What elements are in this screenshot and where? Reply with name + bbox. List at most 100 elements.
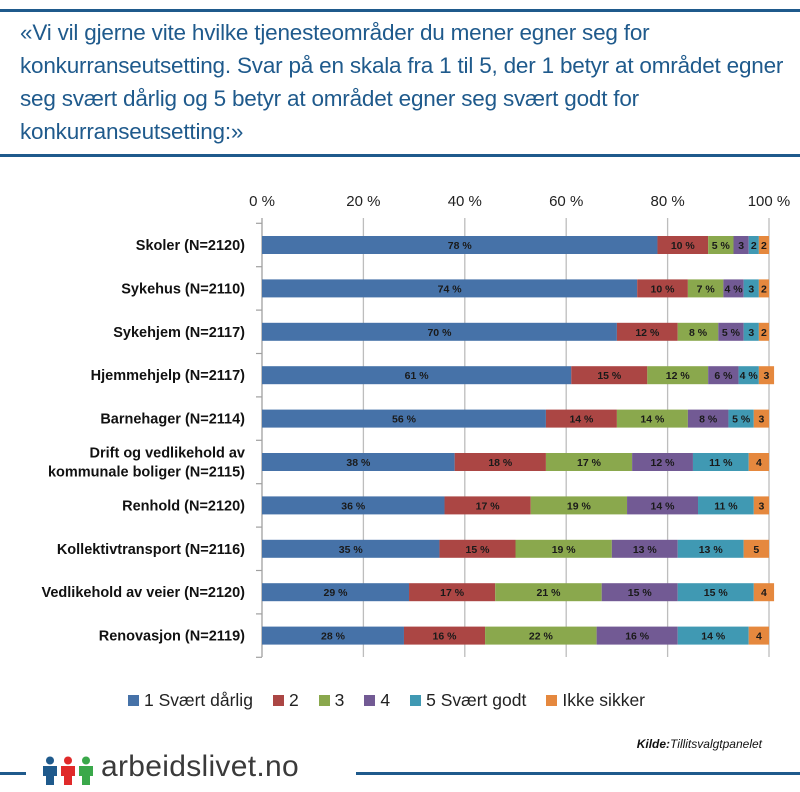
bar-data-label: 13 % <box>633 544 658 556</box>
x-tick-label: 100 % <box>748 193 791 210</box>
bar-segment <box>262 496 445 515</box>
legend-swatch-icon <box>318 695 330 706</box>
bar-data-label: 4 % <box>724 283 743 295</box>
bar-segment <box>454 453 546 471</box>
bar-data-label: 5 % <box>732 414 751 426</box>
bar-data-label: 11 % <box>714 500 738 512</box>
bars <box>262 236 775 645</box>
bar-data-label: 3 <box>748 283 754 295</box>
bar-segment <box>262 236 658 254</box>
legend-item: Ikke sikker <box>546 690 645 711</box>
bar-segment <box>611 539 678 558</box>
bar-segment <box>687 279 724 298</box>
legend-label: 1 Svært dårlig <box>144 690 253 710</box>
bar-data-label: 2 <box>761 283 767 295</box>
bar-segment <box>601 583 678 602</box>
bar-segment <box>616 322 678 341</box>
bar-segment <box>262 453 455 471</box>
bar-data-label: 12 % <box>635 327 660 339</box>
bar-data-label: 12 % <box>651 457 676 469</box>
bar-data-label: 14 % <box>569 414 594 426</box>
bar-data-label: 14 % <box>640 414 665 426</box>
bar-segment <box>718 322 744 341</box>
bar-data-label: 78 % <box>448 240 473 252</box>
bar-data-label: 3 <box>758 500 764 512</box>
legend-item: 4 <box>364 690 390 711</box>
top-rule <box>0 9 800 12</box>
bar-data-labels: 78 % 10 % 5 % 3 2 274 % 10 % 7 % 4 % 3 270 % 12 % 8 … <box>321 240 770 643</box>
bar-data-label: 17 % <box>476 500 501 512</box>
bar-segment <box>657 236 709 254</box>
category-label: Renovasjon (N=2119) <box>99 629 245 645</box>
bar-segment <box>632 453 693 471</box>
category-label: Drift og vedlikehold av <box>90 446 246 462</box>
legend-label: 3 <box>334 690 345 710</box>
bar-data-label: 56 % <box>392 414 417 426</box>
bar-data-label: 28 % <box>321 631 346 643</box>
category-label: Hjemmehjelp (N=2117) <box>91 368 246 384</box>
category-label: Kollektivtransport (N=2116) <box>57 542 245 558</box>
bar-data-label: 12 % <box>666 370 691 382</box>
brand-wordmark[interactable]: arbeidslivet.no <box>101 750 299 783</box>
legend-label: 4 <box>380 690 391 710</box>
bar-segment <box>530 496 628 515</box>
person-green-icon <box>79 756 93 785</box>
x-tick-label: 80 % <box>650 193 684 210</box>
bar-data-label: 2 <box>751 240 757 252</box>
bar-data-label: 15 % <box>628 587 653 599</box>
bar-data-label: 19 % <box>567 500 592 512</box>
bar-data-label: 10 % <box>651 283 676 295</box>
x-tick-label: 60 % <box>549 193 583 210</box>
bar-segment <box>677 539 744 558</box>
legend-item: 1 Svært dårlig <box>128 690 253 711</box>
bar-segment <box>687 409 729 428</box>
bar-data-label: 5 <box>753 544 759 556</box>
bar-data-label: 22 % <box>529 631 554 643</box>
bar-segment <box>748 626 769 645</box>
legend-swatch-icon <box>410 695 422 706</box>
bar-data-label: 15 % <box>466 544 491 556</box>
bar-segment <box>262 539 440 558</box>
bar-segment <box>748 453 769 471</box>
bar-data-label: 16 % <box>625 631 650 643</box>
bar-segment <box>748 236 759 254</box>
bar-segment <box>409 583 496 602</box>
person-blue-icon <box>43 756 57 785</box>
bar-data-label: 14 % <box>701 631 726 643</box>
x-tick-label: 0 % <box>249 193 275 210</box>
bar-segment <box>743 322 759 341</box>
bar-segment <box>708 236 734 254</box>
bar-data-label: 3 <box>758 414 764 426</box>
bar-segment <box>753 496 769 515</box>
bar-data-label: 29 % <box>324 587 349 599</box>
bar-segment <box>728 409 754 428</box>
bar-segment <box>743 279 759 298</box>
bar-segment <box>677 583 754 602</box>
bar-segment <box>758 279 769 298</box>
bar-segment <box>596 626 678 645</box>
legend-swatch-icon <box>272 695 284 706</box>
bar-data-label: 3 <box>738 240 744 252</box>
bar-segment <box>627 496 699 515</box>
category-label: Sykehus (N=2110) <box>121 281 245 297</box>
bar-data-label: 17 % <box>440 587 465 599</box>
bar-segment <box>571 366 648 385</box>
bar-data-label: 5 % <box>712 240 731 252</box>
bar-data-label: 2 <box>761 240 767 252</box>
bar-segment <box>733 236 749 254</box>
legend-item: 5 Svært godt <box>410 690 526 711</box>
bar-data-label: 15 % <box>597 370 622 382</box>
bar-segment <box>692 453 749 471</box>
source-value: Tillitsvalgtpanelet <box>670 737 762 751</box>
bar-segment <box>677 322 719 341</box>
bar-segment <box>545 453 633 471</box>
legend: 1 Svært dårlig 2 3 4 5 Svært godt Ikke sikker <box>128 690 665 711</box>
person-red-icon <box>61 756 75 785</box>
bar-segment <box>753 583 775 602</box>
bar-data-label: 38 % <box>346 457 371 469</box>
legend-label: 5 Svært godt <box>426 690 527 710</box>
bar-segment <box>758 236 769 254</box>
bar-segment <box>439 539 516 558</box>
bar-data-label: 11 % <box>709 457 733 469</box>
bar-data-label: 35 % <box>339 544 364 556</box>
